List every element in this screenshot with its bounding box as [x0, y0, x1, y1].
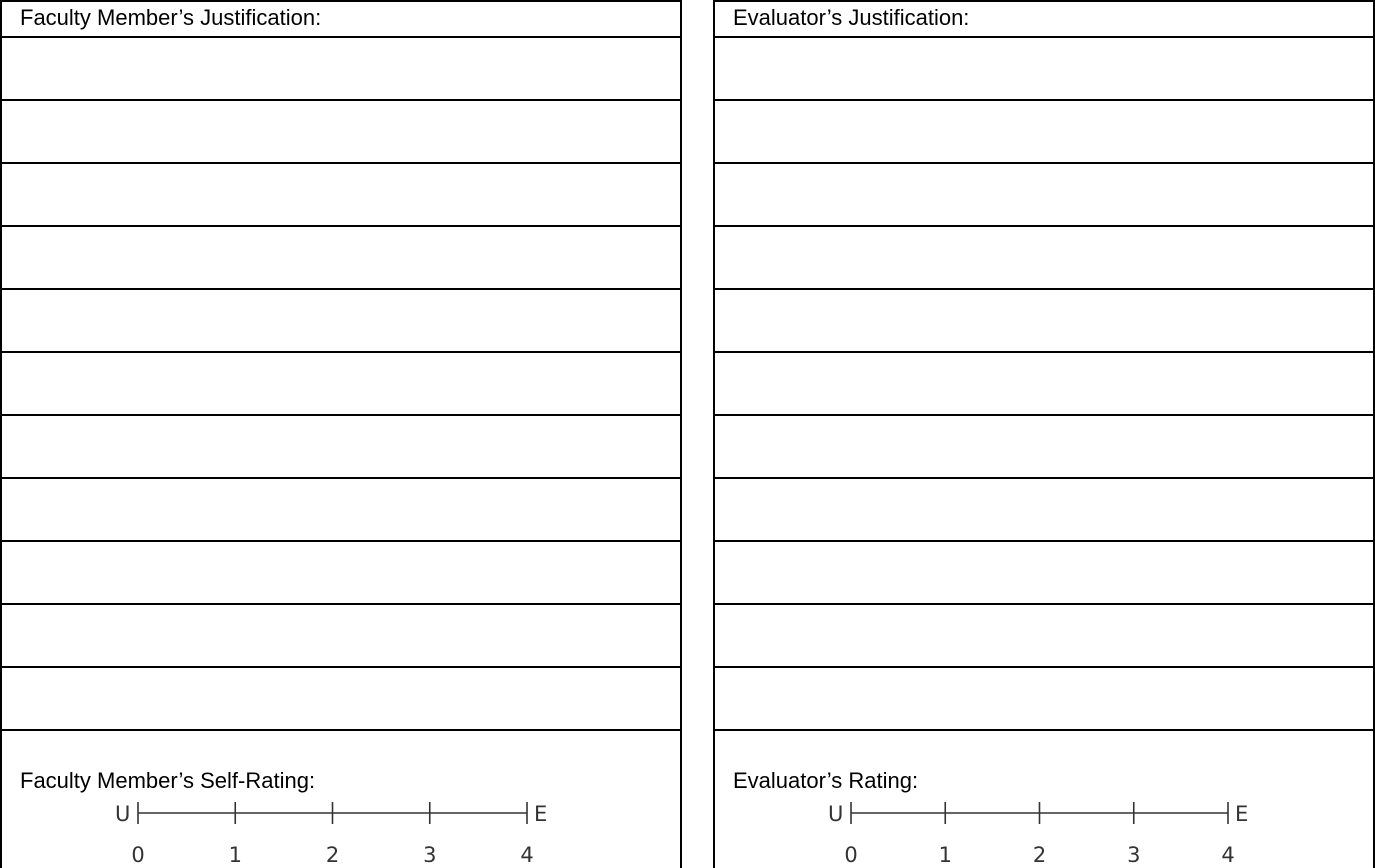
- justification-line[interactable]: [2, 290, 680, 353]
- evaluator-justification-lines: [715, 38, 1373, 731]
- justification-line[interactable]: [715, 605, 1373, 668]
- justification-line[interactable]: [2, 416, 680, 479]
- scale-low-label: U: [828, 802, 843, 826]
- justification-line[interactable]: [2, 605, 680, 668]
- faculty-self-rating-label: Faculty Member’s Self-Rating:: [20, 768, 316, 793]
- faculty-justification-lines: [2, 38, 680, 731]
- scale-value-0: 0: [131, 843, 144, 867]
- scale-low-label: U: [115, 802, 130, 826]
- justification-line[interactable]: [2, 668, 680, 731]
- evaluator-column: Evaluator’s Justification: Evaluator’s R…: [713, 0, 1375, 868]
- justification-line[interactable]: [715, 668, 1373, 731]
- justification-line[interactable]: [2, 101, 680, 164]
- scale-value-1: 1: [229, 843, 242, 867]
- faculty-column: Faculty Member’s Justification: Faculty …: [0, 0, 682, 868]
- justification-line[interactable]: [2, 38, 680, 101]
- justification-line[interactable]: [715, 353, 1373, 416]
- justification-line[interactable]: [715, 416, 1373, 479]
- scale-value-3: 3: [423, 843, 436, 867]
- justification-line[interactable]: [2, 353, 680, 416]
- justification-line[interactable]: [715, 290, 1373, 353]
- faculty-justification-header: Faculty Member’s Justification:: [2, 0, 680, 38]
- evaluator-justification-header: Evaluator’s Justification:: [715, 0, 1373, 38]
- justification-line[interactable]: [715, 542, 1373, 605]
- scale-value-0: 0: [844, 843, 857, 867]
- evaluator-rating-label: Evaluator’s Rating:: [733, 768, 919, 793]
- scale-value-2: 2: [326, 843, 339, 867]
- justification-line[interactable]: [715, 38, 1373, 101]
- scale-value-2: 2: [1033, 843, 1046, 867]
- justification-line[interactable]: [2, 479, 680, 542]
- scale-value-1: 1: [939, 843, 952, 867]
- justification-line[interactable]: [715, 164, 1373, 227]
- scale-value-3: 3: [1127, 843, 1140, 867]
- evaluator-rating-area: Evaluator’s Rating: U E 0 1 2 3 4: [715, 731, 1373, 868]
- scale-value-4: 4: [1221, 843, 1234, 867]
- faculty-rating-scale[interactable]: U E 0 1 2 3 4: [2, 731, 684, 868]
- justification-line[interactable]: [715, 227, 1373, 290]
- evaluator-rating-scale[interactable]: U E 0 1 2 3 4: [715, 731, 1375, 868]
- justification-line[interactable]: [715, 101, 1373, 164]
- scale-high-label: E: [1235, 802, 1248, 826]
- scale-high-label: E: [534, 802, 547, 826]
- justification-line[interactable]: [2, 164, 680, 227]
- justification-line[interactable]: [2, 542, 680, 605]
- scale-value-4: 4: [520, 843, 533, 867]
- justification-line[interactable]: [2, 227, 680, 290]
- faculty-self-rating-area: Faculty Member’s Self-Rating: U E 0 1 2 3 4: [2, 731, 680, 868]
- justification-line[interactable]: [715, 479, 1373, 542]
